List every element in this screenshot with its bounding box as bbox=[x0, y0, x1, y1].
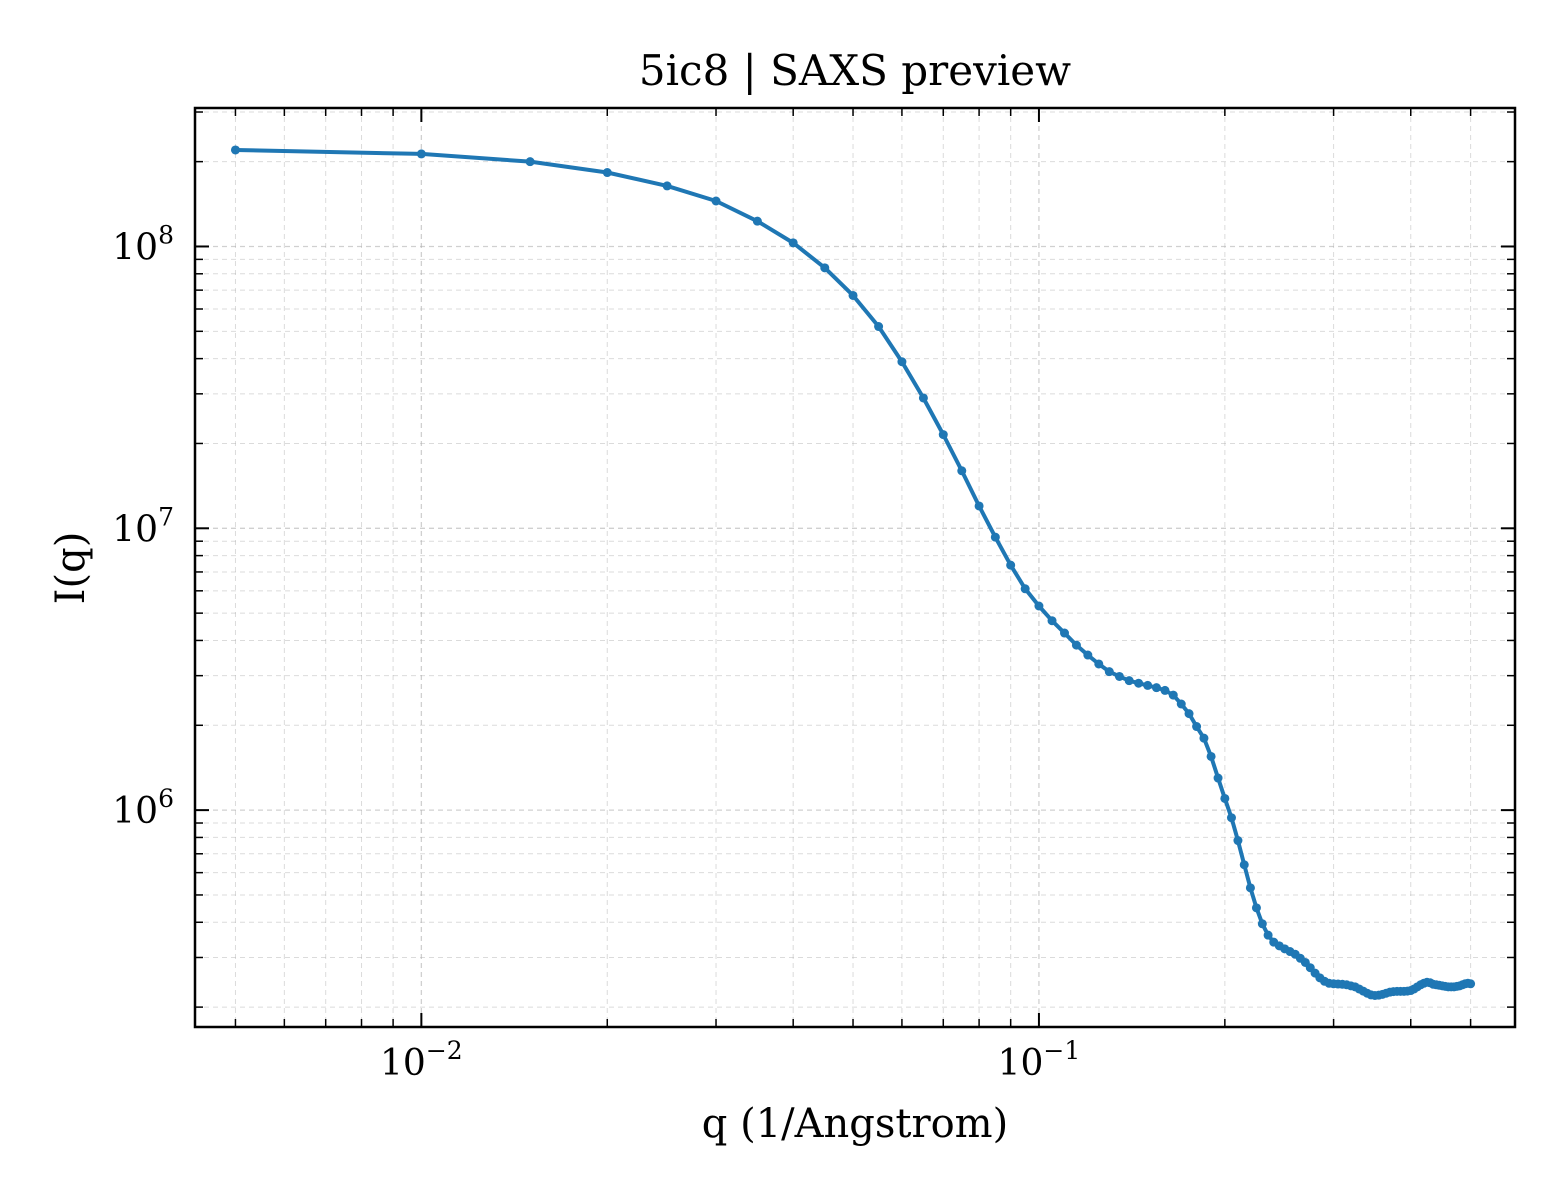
data-point bbox=[1104, 667, 1114, 677]
data-point bbox=[1192, 722, 1202, 732]
data-point bbox=[1199, 733, 1209, 743]
data-point bbox=[1226, 813, 1236, 823]
data-point bbox=[1134, 678, 1144, 688]
data-point bbox=[874, 322, 884, 332]
data-point bbox=[1006, 560, 1016, 570]
axes-frame bbox=[193, 106, 1517, 1029]
ticks bbox=[195, 108, 1515, 1027]
data-point bbox=[1034, 601, 1044, 611]
data-point bbox=[938, 430, 948, 440]
tick-labels: 10−2 10−1 106 107 108 bbox=[112, 220, 1080, 1084]
data-point bbox=[820, 263, 830, 273]
data-point bbox=[1160, 685, 1170, 695]
chart-title: 5ic8 | SAXS preview bbox=[639, 46, 1071, 95]
data-point bbox=[1184, 709, 1194, 719]
data-point bbox=[752, 216, 762, 226]
x-tick-label: 10−2 bbox=[380, 1036, 463, 1084]
y-tick-label: 106 bbox=[112, 784, 174, 832]
data-point bbox=[1263, 930, 1273, 940]
data-point bbox=[711, 196, 721, 206]
data-point bbox=[957, 466, 967, 476]
y-tick-label: 107 bbox=[112, 502, 174, 550]
data-point bbox=[990, 532, 1000, 542]
data-point bbox=[1071, 640, 1081, 650]
data-point bbox=[1060, 628, 1070, 638]
data-point bbox=[1176, 699, 1186, 709]
data-point bbox=[918, 393, 928, 403]
data-point bbox=[1143, 680, 1153, 690]
data-point bbox=[662, 181, 672, 191]
grid bbox=[195, 108, 1515, 1027]
data-point bbox=[1257, 919, 1267, 929]
data-point bbox=[1020, 584, 1030, 594]
data-point bbox=[1124, 676, 1134, 686]
data-point bbox=[974, 501, 984, 511]
data-point bbox=[525, 157, 535, 167]
data-point bbox=[1239, 860, 1249, 870]
data-point bbox=[1168, 690, 1178, 700]
data-points bbox=[230, 145, 1476, 1000]
data-point bbox=[1220, 793, 1230, 803]
data-point bbox=[1083, 650, 1093, 660]
data-point bbox=[1206, 751, 1216, 761]
data-point bbox=[1251, 903, 1261, 913]
data-point bbox=[416, 149, 426, 159]
data-point bbox=[1466, 979, 1476, 989]
x-axis-label: q (1/Angstrom) bbox=[702, 1101, 1008, 1147]
data-point bbox=[1151, 683, 1161, 693]
data-point bbox=[1233, 836, 1243, 846]
y-tick-label: 108 bbox=[112, 220, 174, 268]
data-point bbox=[848, 290, 858, 300]
data-series bbox=[230, 145, 1476, 1000]
y-axis-label: I(q) bbox=[48, 532, 94, 605]
data-point bbox=[1114, 671, 1124, 681]
data-point bbox=[897, 357, 907, 367]
data-point bbox=[1047, 616, 1057, 626]
x-tick-label: 10−1 bbox=[998, 1036, 1081, 1084]
data-point bbox=[1213, 773, 1223, 783]
data-point bbox=[788, 238, 798, 248]
data-point bbox=[1094, 659, 1104, 669]
data-point bbox=[602, 168, 612, 178]
data-point bbox=[1245, 883, 1255, 893]
data-point bbox=[230, 145, 240, 155]
